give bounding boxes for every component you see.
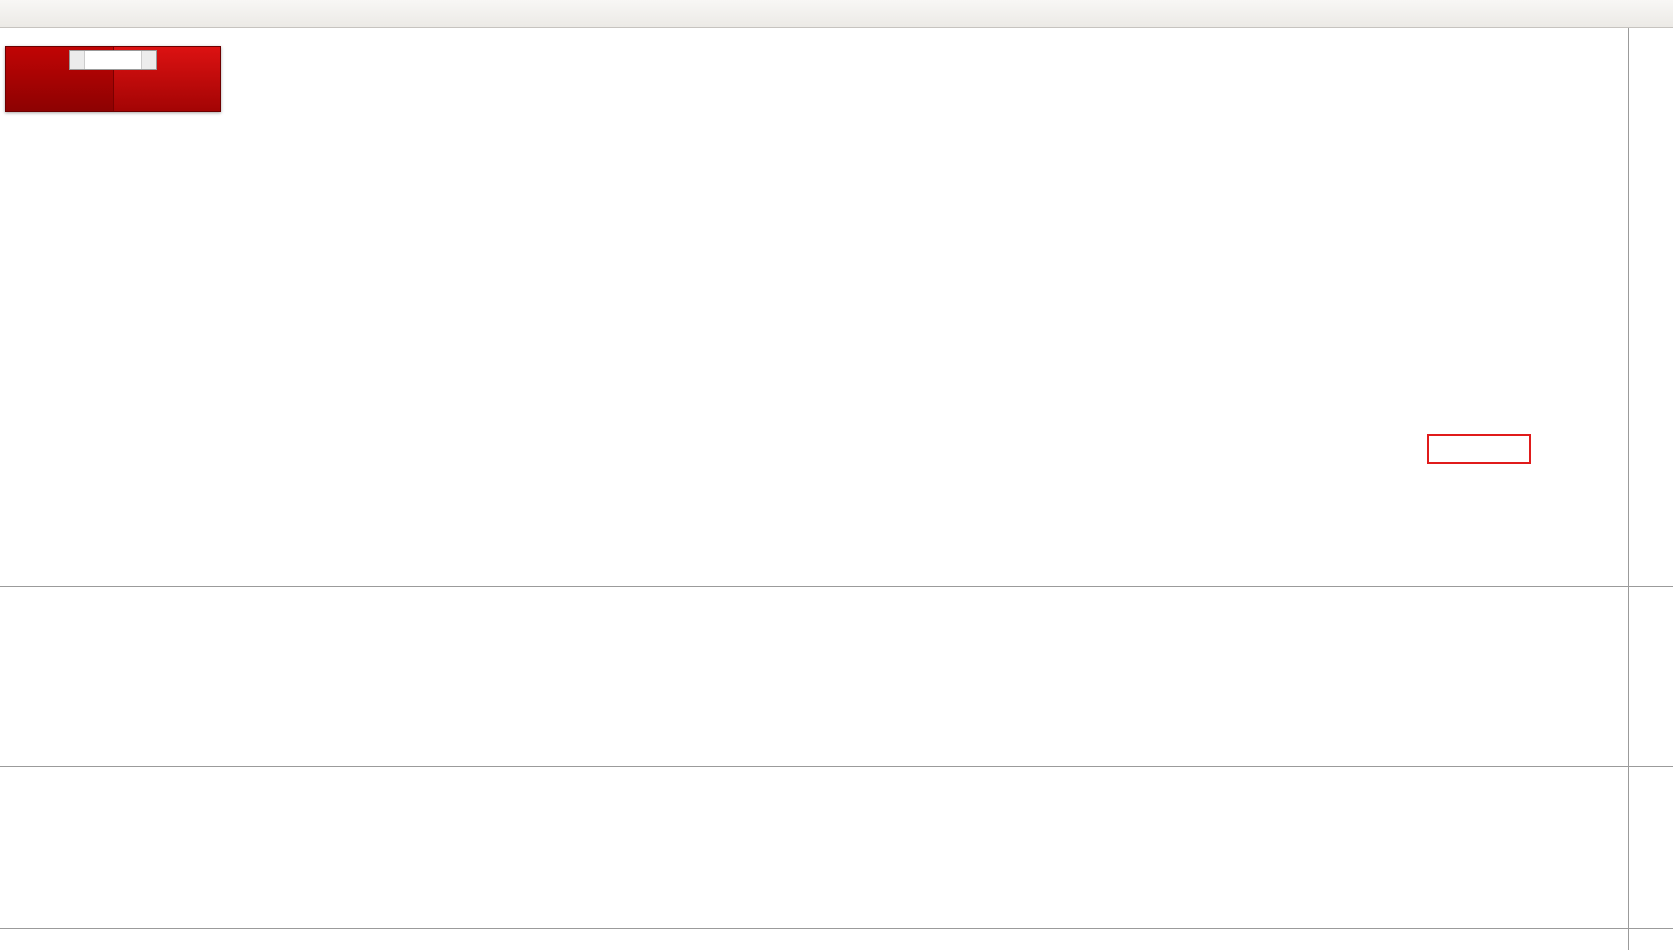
panel-separator[interactable] — [0, 766, 1673, 767]
volume-up-button[interactable] — [141, 51, 156, 69]
volume-down-button[interactable] — [70, 51, 85, 69]
time-axis-separator — [0, 928, 1673, 929]
chart-window[interactable] — [0, 28, 1673, 950]
sell-price — [6, 67, 113, 111]
price-axis-separator — [1628, 28, 1629, 950]
toolbar — [0, 0, 1673, 28]
buy-price — [114, 67, 221, 111]
volume-box — [69, 50, 157, 70]
price-callout[interactable] — [1427, 434, 1531, 464]
panel-separator[interactable] — [0, 586, 1673, 587]
one-click-trade-panel — [5, 46, 221, 112]
volume-input[interactable] — [85, 51, 141, 69]
highlight-rect[interactable] — [1301, 439, 1387, 452]
